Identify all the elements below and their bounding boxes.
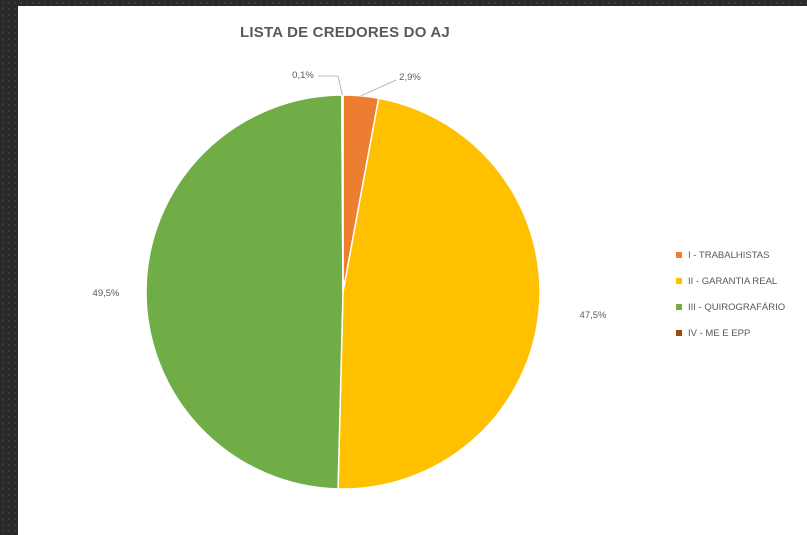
leader-line-trabalhistas — [360, 79, 397, 97]
legend-item-me-e-epp: IV - ME E EPP — [676, 324, 807, 342]
legend-label-quirografario: III - QUIROGRAFÁRIO — [688, 301, 786, 313]
legend-swatch-trabalhistas — [676, 252, 682, 258]
data-label-trabalhistas: 2,9% — [399, 72, 421, 83]
legend-item-trabalhistas: I - TRABALHISTAS — [676, 246, 807, 264]
pie-slice-quirografario — [145, 94, 344, 490]
legend-item-quirografario: III - QUIROGRAFÁRIO — [676, 298, 807, 316]
legend-swatch-garantia-real — [676, 278, 682, 284]
legend-item-garantia-real: II - GARANTIA REAL — [676, 272, 807, 290]
data-label-quirografario: 49,5% — [93, 288, 120, 299]
chart-area: LISTA DE CREDORES DO AJ 2,9% 47,5% 49,5% 0,… — [18, 6, 807, 535]
pie-slice-garantia-real — [337, 97, 541, 490]
data-label-garantia-real: 47,5% — [580, 310, 607, 321]
chart-legend: I - TRABALHISTAS II - GARANTIA REAL III - … — [676, 246, 807, 350]
legend-swatch-me-e-epp — [676, 330, 682, 336]
chart-title: LISTA DE CREDORES DO AJ — [240, 24, 450, 41]
legend-swatch-quirografario — [676, 304, 682, 310]
legend-label-trabalhistas: I - TRABALHISTAS — [688, 249, 770, 261]
data-label-me-e-epp: 0,1% — [292, 70, 314, 81]
pie-chart: 2,9% 47,5% 49,5% 0,1% — [93, 70, 607, 490]
legend-label-me-e-epp: IV - ME E EPP — [688, 327, 751, 339]
leader-line-me-e-epp — [318, 75, 343, 96]
legend-label-garantia-real: II - GARANTIA REAL — [688, 275, 778, 287]
